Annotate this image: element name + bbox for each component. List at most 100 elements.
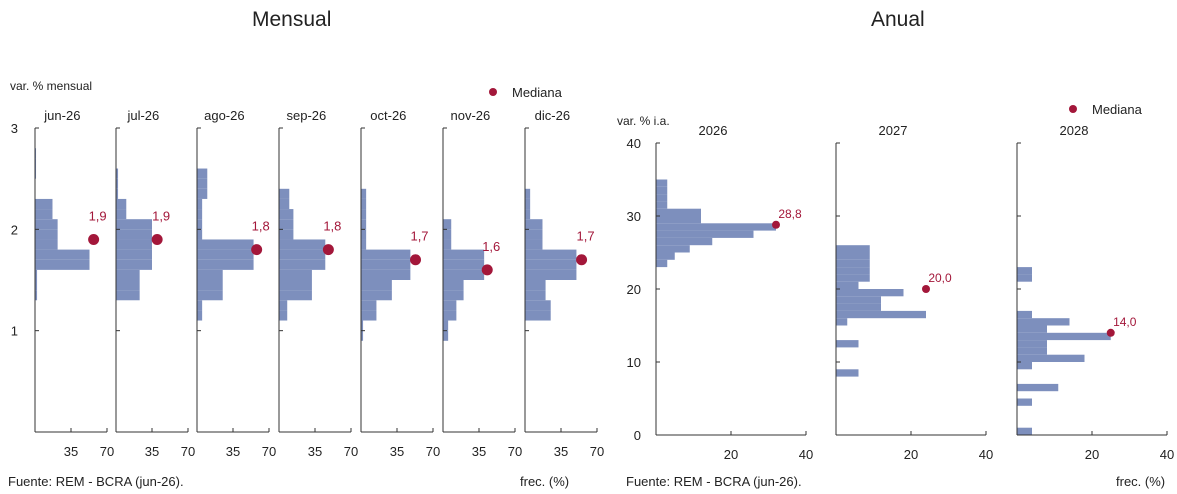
monthly-x-tick-label: 35: [472, 444, 486, 459]
monthly-x-tick-label: 70: [508, 444, 522, 459]
monthly-histogram-bar: [525, 310, 551, 321]
annual-histogram-bar: [836, 289, 904, 297]
monthly-x-tick-label: 35: [64, 444, 78, 459]
monthly-histogram-bar: [35, 259, 90, 270]
monthly-median-marker: [88, 233, 100, 245]
monthly-legend-median-marker: [489, 88, 497, 96]
annual-histogram-bar: [656, 223, 776, 231]
monthly-histogram-bar: [197, 290, 223, 301]
monthly-histogram-bar: [443, 269, 485, 280]
monthly-median-marker: [251, 244, 263, 256]
monthly-histogram-bar: [279, 219, 294, 230]
monthly-histogram-bar: [525, 249, 577, 260]
monthly-x-tick-label: 35: [145, 444, 159, 459]
annual-histogram-bar: [836, 303, 881, 311]
monthly-histogram-bar: [116, 249, 152, 260]
monthly-median-marker: [322, 244, 334, 256]
monthly-x-tick-label: 35: [226, 444, 240, 459]
annual-histogram-bar: [1017, 427, 1032, 435]
annual-histogram-bar: [1017, 362, 1032, 370]
monthly-histogram-bar: [197, 259, 254, 270]
monthly-median-label: 1,8: [252, 219, 270, 234]
annual-histogram-bar: [656, 194, 668, 202]
source-note-monthly: Fuente: REM - BCRA (jun-26).: [8, 474, 184, 489]
monthly-histogram-bar: [116, 168, 119, 179]
annual-y-tick-label: 10: [627, 355, 641, 370]
annual-histogram-bar: [656, 208, 701, 216]
annual-section-title: Anual: [871, 8, 925, 31]
monthly-histogram-bar: [197, 198, 203, 210]
monthly-histogram-bar: [116, 188, 119, 199]
monthly-histogram-bar: [116, 269, 140, 280]
monthly-median-marker: [481, 264, 493, 276]
monthly-x-tick-label: 35: [308, 444, 322, 459]
monthly-panel-title: oct-26: [370, 108, 406, 123]
monthly-median-label: 1,7: [410, 229, 428, 244]
monthly-histogram-bar: [525, 259, 577, 270]
annual-histogram-bar: [836, 310, 926, 319]
annual-histogram-bar: [1017, 274, 1032, 282]
annual-x-tick-label: 20: [904, 447, 918, 462]
monthly-histogram-bar: [279, 249, 326, 260]
monthly-panel-title: dic-26: [535, 108, 570, 123]
annual-y-tick-label: 30: [627, 209, 641, 224]
monthly-histogram-bar: [525, 239, 543, 250]
monthly-histogram-bar: [197, 239, 254, 250]
source-note-annual: Fuente: REM - BCRA (jun-26).: [626, 474, 802, 489]
freq-axis-label-annual: frec. (%): [1116, 474, 1166, 489]
monthly-histogram-bar: [361, 300, 377, 311]
monthly-x-tick-label: 35: [554, 444, 568, 459]
annual-histogram-bar: [1017, 325, 1047, 333]
monthly-panel-title: ago-26: [204, 108, 244, 123]
monthly-histogram-bar: [525, 188, 531, 199]
monthly-histogram-bar: [35, 148, 37, 159]
monthly-histogram-bar: [197, 219, 203, 230]
annual-histogram-bar: [836, 267, 870, 275]
monthly-histogram-bar: [279, 239, 326, 250]
monthly-histogram-bar: [35, 280, 38, 291]
monthly-y-tick-label: 2: [11, 222, 18, 237]
annual-histogram-bar: [656, 186, 668, 195]
monthly-x-tick-label: 70: [262, 444, 276, 459]
monthly-histogram-bar: [116, 259, 152, 270]
monthly-histogram-bar: [197, 229, 203, 240]
monthly-histogram-bar: [443, 229, 452, 240]
monthly-histogram-bar: [279, 209, 294, 220]
monthly-median-label: 1,9: [152, 208, 170, 223]
monthly-panel-title: jul-26: [126, 108, 159, 123]
monthly-median-label: 1,8: [323, 219, 341, 234]
annual-legend-median-marker: [1069, 105, 1077, 113]
monthly-histogram-bar: [116, 209, 127, 220]
annual-median-label: 14,0: [1113, 315, 1137, 329]
annual-x-tick-label: 20: [724, 447, 738, 462]
annual-histogram-bar: [1017, 318, 1070, 326]
monthly-histogram-bar: [35, 229, 58, 240]
monthly-histogram-bar: [525, 290, 546, 301]
monthly-histogram-bar: [443, 249, 485, 260]
annual-histogram-bar: [656, 252, 675, 260]
annual-histogram-bar: [1017, 310, 1032, 319]
monthly-histogram-bar: [361, 310, 377, 321]
monthly-panel-title: sep-26: [286, 108, 326, 123]
annual-histogram-bar: [1017, 398, 1032, 406]
annual-histogram-bar: [1017, 354, 1085, 362]
monthly-histogram-bar: [197, 209, 203, 220]
monthly-histogram-bar: [116, 280, 140, 291]
monthly-y-tick-label: 1: [11, 324, 18, 339]
monthly-histogram-bar: [35, 239, 58, 250]
freq-axis-label-monthly: frec. (%): [520, 474, 570, 489]
monthly-histogram-bar: [279, 280, 312, 291]
annual-histogram-bar: [836, 252, 870, 260]
annual-median-marker: [772, 220, 780, 229]
monthly-histogram-bar: [35, 168, 37, 179]
monthly-histogram-bar: [361, 320, 364, 331]
monthly-histogram-bar: [197, 310, 203, 321]
monthly-histogram-bar: [361, 290, 392, 301]
monthly-histogram-bar: [443, 330, 449, 341]
annual-histogram-bar: [1017, 332, 1111, 341]
annual-histogram-bar: [656, 245, 690, 253]
monthly-histogram-bar: [443, 290, 464, 301]
monthly-histogram-bar: [116, 178, 119, 189]
monthly-histogram-bar: [197, 168, 208, 179]
